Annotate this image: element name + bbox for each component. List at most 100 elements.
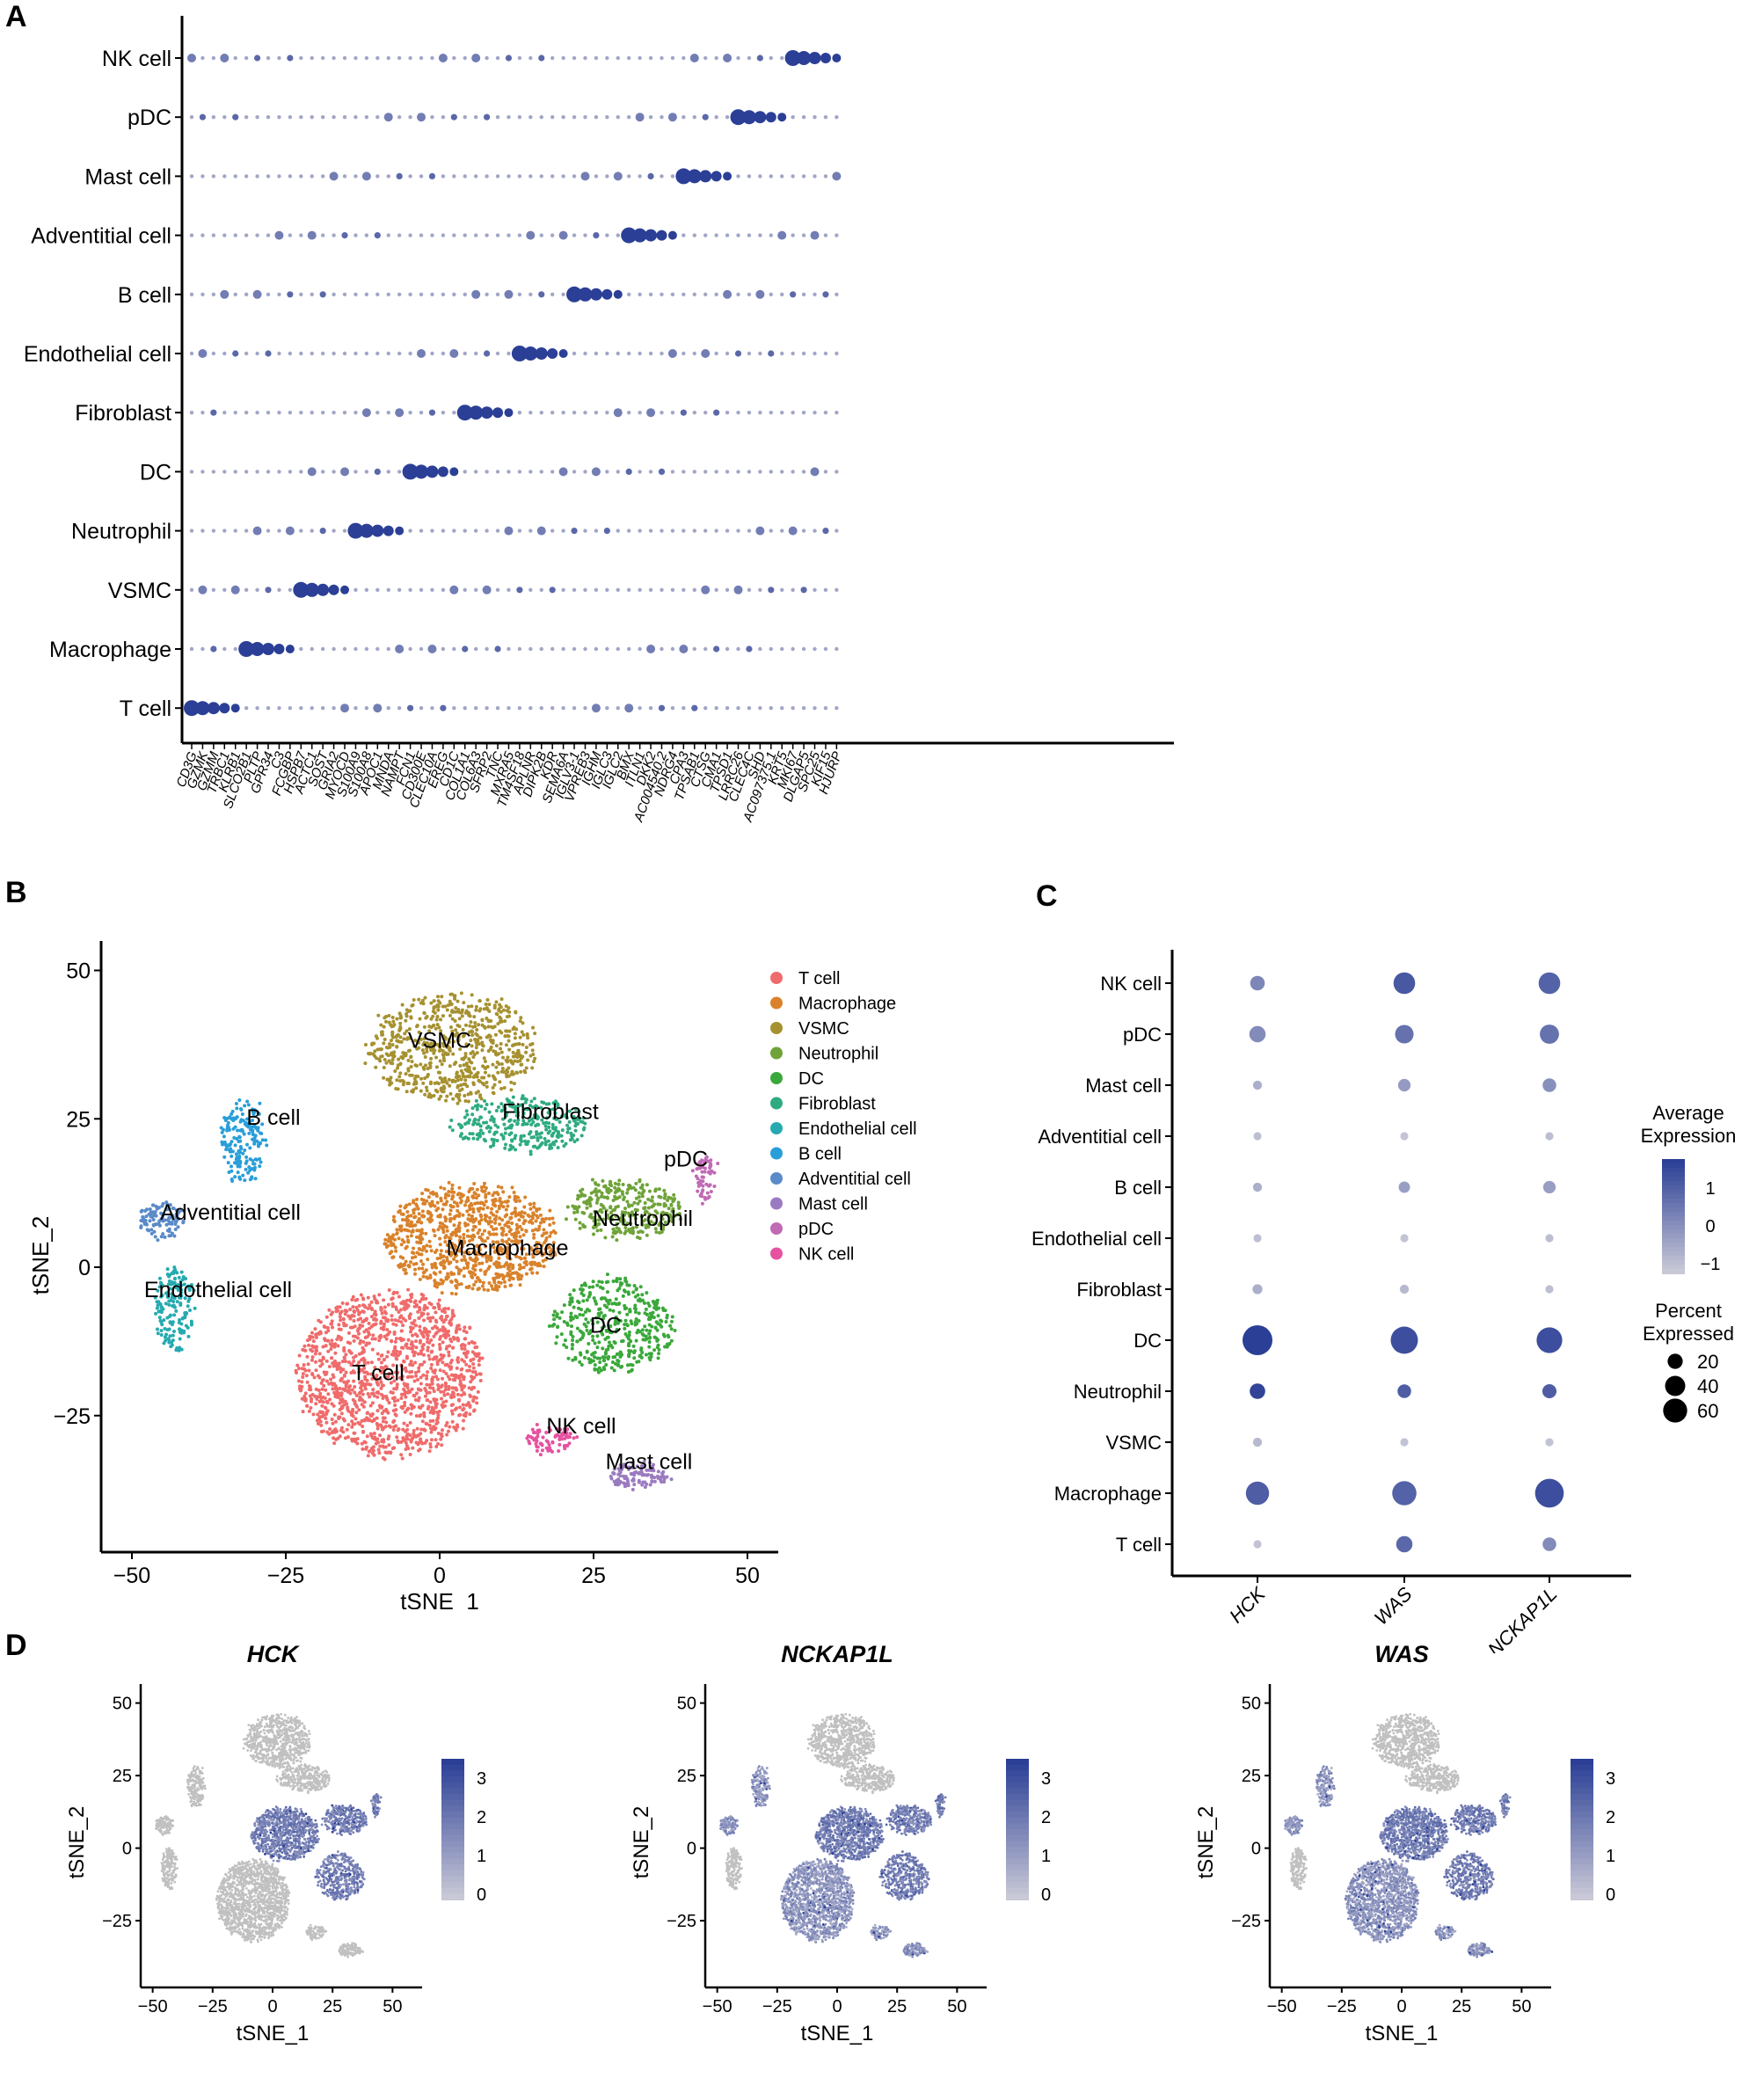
cell-point	[410, 1003, 414, 1008]
dot	[252, 289, 262, 299]
dot	[747, 351, 752, 356]
cell-point	[434, 1265, 438, 1269]
cell-point	[380, 1311, 384, 1316]
cell-point	[479, 1105, 484, 1109]
cell-point	[459, 1393, 463, 1397]
cell-point	[477, 1236, 482, 1240]
cell-point	[613, 1181, 617, 1185]
cell-point	[403, 1404, 407, 1408]
cell-point	[352, 1355, 356, 1360]
cell-point	[448, 1236, 453, 1241]
cell-point	[333, 1419, 338, 1424]
dot	[823, 411, 828, 415]
cell-point	[426, 1353, 431, 1358]
dot	[594, 646, 599, 652]
dot	[648, 587, 653, 592]
dot	[702, 113, 709, 120]
cell-point	[522, 1068, 527, 1073]
dot	[627, 115, 631, 120]
dot	[679, 645, 689, 653]
dot	[340, 467, 350, 477]
cell-point	[405, 1345, 410, 1350]
dot	[354, 292, 358, 296]
dot	[277, 470, 281, 474]
cell-point	[466, 1222, 470, 1227]
cell-point	[657, 1352, 661, 1356]
cell-point	[467, 1074, 471, 1078]
cell-point	[414, 1391, 419, 1396]
cell-point	[649, 1220, 653, 1224]
cell-point	[390, 1314, 394, 1318]
cell-point	[459, 991, 463, 995]
dot	[736, 646, 740, 652]
cell-point	[484, 1192, 488, 1197]
cell-point	[461, 1343, 465, 1347]
cell-point	[510, 1221, 514, 1225]
cell-point	[159, 1310, 164, 1315]
cell-point	[363, 1374, 368, 1379]
cell-point	[410, 1387, 414, 1391]
cell-point	[428, 1204, 433, 1208]
dot	[211, 55, 216, 61]
cell-point	[352, 1359, 356, 1363]
dot	[299, 529, 303, 533]
dot	[375, 411, 380, 415]
cell-point	[536, 1228, 540, 1232]
cell-point	[372, 1437, 376, 1441]
dot	[658, 468, 666, 476]
cell-point	[465, 1209, 470, 1214]
cell-point	[534, 1219, 538, 1223]
cell-point	[569, 1318, 573, 1323]
cell-point	[468, 1325, 472, 1330]
cell-point	[350, 1313, 354, 1317]
cell-point	[377, 1451, 382, 1455]
cell-point	[369, 1315, 374, 1319]
cell-point	[456, 1392, 460, 1396]
cell-point	[616, 1362, 620, 1367]
cell-point	[400, 1378, 405, 1382]
dot	[736, 529, 740, 533]
cell-point	[448, 1217, 452, 1221]
cell-point	[448, 1253, 453, 1258]
dot	[485, 233, 489, 237]
cell-point	[504, 1262, 508, 1266]
cell-point	[594, 1219, 598, 1223]
cell-point	[353, 1402, 357, 1406]
cell-point	[394, 1249, 398, 1253]
cell-point	[667, 1219, 671, 1223]
cell-point	[510, 1212, 514, 1216]
dot	[539, 233, 543, 237]
dot	[791, 351, 795, 356]
cell-point	[483, 1070, 487, 1075]
dot	[539, 646, 543, 652]
dot	[768, 587, 775, 594]
cell-point	[436, 1383, 441, 1388]
cell-point	[406, 1048, 411, 1053]
cell-point	[471, 1207, 476, 1211]
dot	[616, 351, 620, 356]
cell-point	[375, 1395, 380, 1399]
cell-point	[353, 1370, 357, 1374]
dot	[561, 292, 565, 296]
dot	[449, 349, 459, 358]
cell-point	[442, 1076, 447, 1081]
cell-point	[487, 1191, 492, 1195]
cell-point	[505, 1015, 509, 1019]
cell-point	[433, 1398, 437, 1403]
cell-point	[634, 1225, 638, 1229]
cell-point	[441, 1230, 446, 1235]
cell-point	[505, 1213, 509, 1217]
cell-point	[429, 1430, 434, 1434]
dot	[277, 706, 281, 711]
dot	[395, 526, 405, 536]
dot	[233, 411, 237, 415]
dot	[266, 292, 271, 296]
cell-point	[520, 1030, 524, 1034]
cell-point	[392, 1399, 397, 1404]
cell-point	[383, 1374, 388, 1379]
cell-point	[439, 1437, 443, 1441]
cell-point	[489, 1018, 493, 1023]
cell-point	[313, 1352, 317, 1356]
cell-point	[392, 1379, 397, 1383]
